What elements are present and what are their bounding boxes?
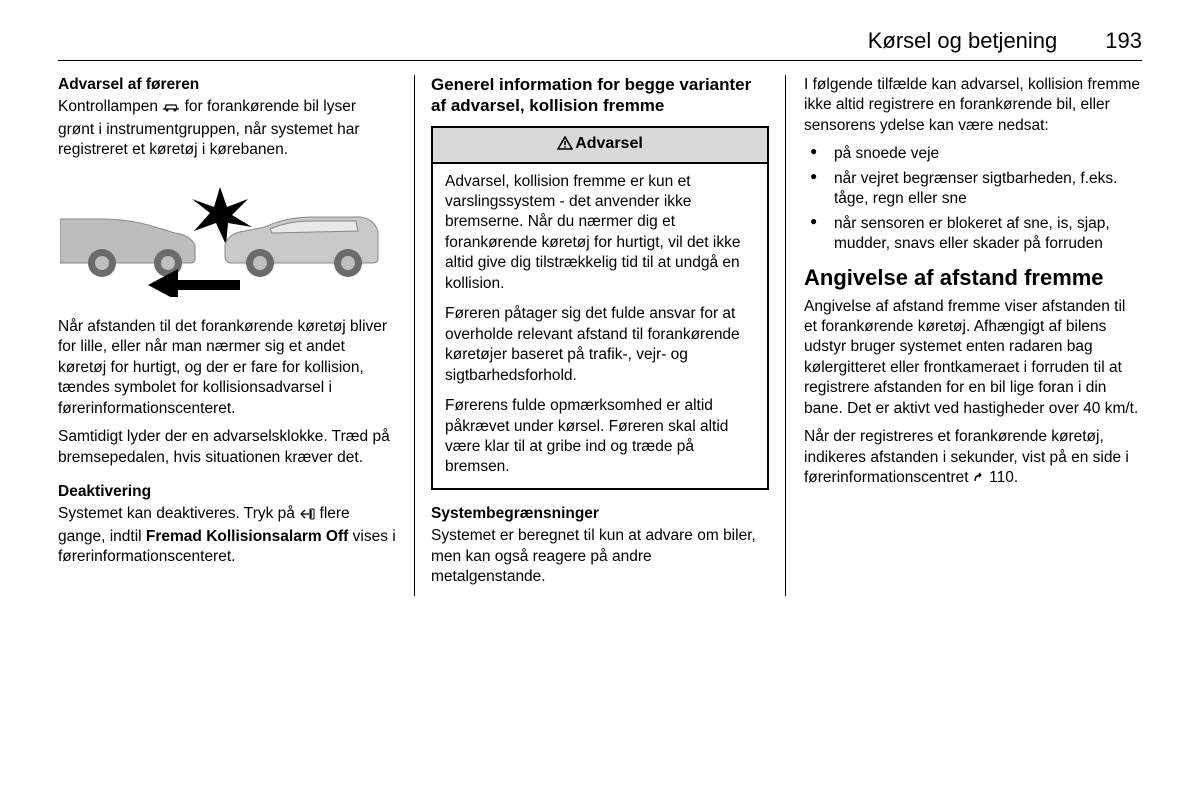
list-item: når sensoren er blokeret af sne, is, sja… bbox=[804, 214, 1142, 255]
warning-box: Advarsel Advarsel, kollision fremme er k… bbox=[431, 126, 769, 489]
heading-system-limits: Systembegrænsninger bbox=[431, 504, 769, 524]
paragraph-distance-1: Angivelse af afstand fremme viser afstan… bbox=[804, 297, 1142, 420]
paragraph-indicator-lamp: Kontrollampen for forankørende bil lyser… bbox=[58, 97, 396, 160]
steering-button-icon bbox=[299, 506, 315, 526]
paragraph-warning-bell: Samtidigt lyder der en advarselsklokke. … bbox=[58, 427, 396, 468]
warning-box-header: Advarsel bbox=[433, 128, 767, 163]
paragraph-system-limits: Systemet er beregnet til kun at advare o… bbox=[431, 526, 769, 587]
chapter-title: Kørsel og betjening bbox=[868, 28, 1058, 54]
warning-p3: Førerens fulde opmærksomhed er altid påk… bbox=[445, 396, 755, 478]
heading-driver-warning: Advarsel af føreren bbox=[58, 75, 396, 95]
list-item: når vejret begrænser sigtbarheden, f.eks… bbox=[804, 169, 1142, 210]
collision-diagram bbox=[58, 173, 396, 301]
paragraph-distance-2: Når der registreres et forankørende køre… bbox=[804, 427, 1142, 489]
limitation-list: på snoede veje når vejret begrænser sigt… bbox=[804, 144, 1142, 254]
warning-p2: Føreren påtager sig det fulde ansvar for… bbox=[445, 304, 755, 386]
column-1: Advarsel af føreren Kontrollampen for fo… bbox=[58, 75, 400, 596]
heading-distance-indication: Angivelse af afstand fremme bbox=[804, 265, 1142, 291]
warning-triangle-icon bbox=[557, 135, 573, 156]
bold-off-label: Fremad Kollisionsalarm Off bbox=[146, 528, 348, 545]
warning-box-body: Advarsel, kollision fremme er kun et var… bbox=[433, 164, 767, 488]
warning-p1: Advarsel, kollision fremme er kun et var… bbox=[445, 172, 755, 295]
column-3: I følgende tilfælde kan advarsel, kollis… bbox=[800, 75, 1142, 596]
paragraph-cases-intro: I følgende tilfælde kan advarsel, kollis… bbox=[804, 75, 1142, 136]
heading-general-info: Generel information for begge varianter … bbox=[431, 75, 769, 116]
paragraph-deactivation: Systemet kan deaktiveres. Tryk på flere … bbox=[58, 504, 396, 567]
warning-label: Advarsel bbox=[575, 135, 643, 152]
column-2: Generel information for begge varianter … bbox=[414, 75, 786, 596]
heading-deactivation: Deaktivering bbox=[58, 482, 396, 502]
car-ahead-icon bbox=[162, 99, 180, 119]
page-header: Kørsel og betjening 193 bbox=[58, 28, 1142, 61]
content-columns: Advarsel af føreren Kontrollampen for fo… bbox=[58, 75, 1142, 596]
paragraph-collision-symbol: Når afstanden til det forankørende køret… bbox=[58, 317, 396, 419]
list-item: på snoede veje bbox=[804, 144, 1142, 164]
cross-reference-icon bbox=[973, 469, 985, 489]
page-number: 193 bbox=[1105, 28, 1142, 54]
